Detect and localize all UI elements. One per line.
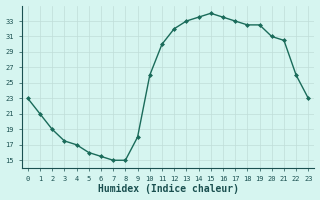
X-axis label: Humidex (Indice chaleur): Humidex (Indice chaleur)	[98, 184, 239, 194]
